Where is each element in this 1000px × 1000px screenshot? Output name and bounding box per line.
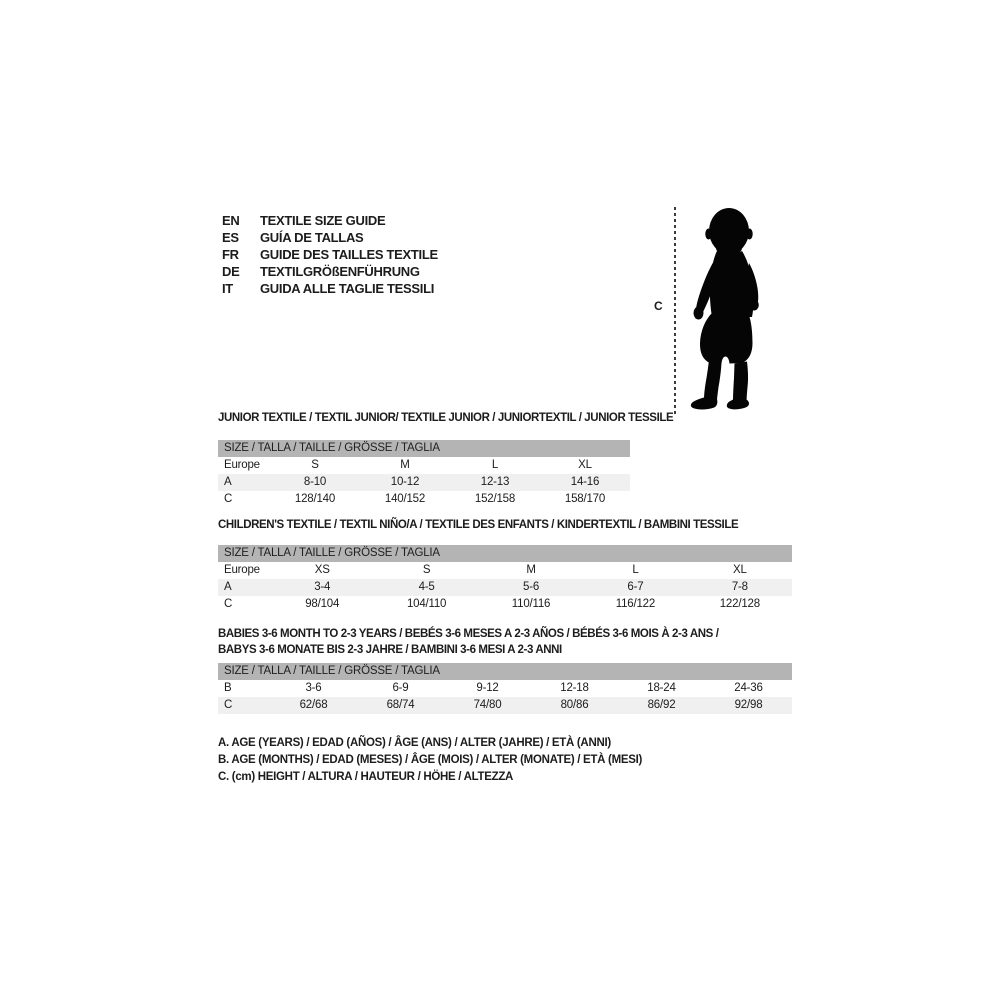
language-list: EN TEXTILE SIZE GUIDE ES GUÍA DE TALLAS … bbox=[222, 212, 438, 297]
size-value: 116/122 bbox=[615, 598, 656, 610]
legend-line-age-months: B. AGE (MONTHS) / EDAD (MESES) / ÂGE (MO… bbox=[218, 754, 643, 766]
language-title: TEXTILGRÖßENFÜHRUNG bbox=[260, 264, 420, 279]
row-label: Europe bbox=[224, 459, 260, 471]
language-code: EN bbox=[222, 213, 240, 228]
size-value: M bbox=[526, 564, 536, 576]
size-value: 98/104 bbox=[305, 598, 340, 610]
childrens-textile-table: CHILDREN'S TEXTILE / TEXTIL NIÑO/A / TEX… bbox=[218, 517, 792, 613]
size-value: 3-6 bbox=[305, 682, 322, 694]
table-title: BABYS 3-6 MONATE BIS 2-3 JAHRE / BAMBINI… bbox=[218, 644, 562, 656]
table-row: C 98/104 104/110 110/116 116/122 122/128 bbox=[218, 596, 792, 613]
toddler-silhouette-icon bbox=[690, 208, 759, 410]
table-row: A 3-4 4-5 5-6 6-7 7-8 bbox=[218, 579, 792, 596]
size-header-bar: SIZE / TALLA / TAILLE / GRÖSSE / TAGLIA bbox=[218, 663, 792, 680]
legend: A. AGE (YEARS) / EDAD (AÑOS) / ÂGE (ANS)… bbox=[218, 735, 642, 786]
language-row: DE TEXTILGRÖßENFÜHRUNG bbox=[222, 263, 438, 280]
size-value: 122/128 bbox=[719, 598, 760, 610]
size-value: 158/170 bbox=[564, 493, 606, 505]
size-value: 92/98 bbox=[734, 699, 763, 711]
language-code: FR bbox=[222, 247, 239, 262]
size-value: XS bbox=[314, 564, 330, 576]
size-value: 104/110 bbox=[406, 598, 447, 610]
size-value: 12-18 bbox=[560, 682, 589, 694]
size-value: 8-10 bbox=[303, 476, 327, 488]
legend-line-age-years: A. AGE (YEARS) / EDAD (AÑOS) / ÂGE (ANS)… bbox=[218, 737, 611, 749]
junior-textile-table: JUNIOR TEXTILE / TEXTIL JUNIOR/ TEXTILE … bbox=[218, 410, 674, 508]
table-row: C 128/140 140/152 152/158 158/170 bbox=[218, 491, 630, 508]
row-label: C bbox=[224, 493, 233, 505]
size-value: 140/152 bbox=[384, 493, 426, 505]
table-title: JUNIOR TEXTILE / TEXTIL JUNIOR/ TEXTILE … bbox=[218, 412, 674, 424]
size-value: 12-13 bbox=[480, 476, 510, 488]
size-value: 80/86 bbox=[560, 699, 589, 711]
size-value: 62/68 bbox=[299, 699, 328, 711]
size-value: 6-9 bbox=[392, 682, 409, 694]
height-figure: C bbox=[650, 203, 780, 418]
language-row: FR GUIDE DES TAILLES TEXTILE bbox=[222, 246, 438, 263]
size-value: 152/158 bbox=[474, 493, 516, 505]
language-row: EN TEXTILE SIZE GUIDE bbox=[222, 212, 438, 229]
table-row: C 62/68 68/74 74/80 80/86 86/92 92/98 bbox=[218, 697, 792, 714]
size-header-bar: SIZE / TALLA / TAILLE / GRÖSSE / TAGLIA bbox=[218, 440, 630, 457]
size-value: 3-4 bbox=[314, 581, 331, 593]
size-value: 24-36 bbox=[734, 682, 763, 694]
language-row: ES GUÍA DE TALLAS bbox=[222, 229, 438, 246]
size-value: 5-6 bbox=[523, 581, 540, 593]
language-title: GUIDE DES TAILLES TEXTILE bbox=[260, 247, 438, 262]
size-value: S bbox=[422, 564, 431, 576]
table-title: BABIES 3-6 MONTH TO 2-3 YEARS / BEBÉS 3-… bbox=[218, 628, 719, 640]
size-value: M bbox=[400, 459, 410, 471]
size-value: 4-5 bbox=[418, 581, 435, 593]
size-value: 18-24 bbox=[647, 682, 676, 694]
size-table: SIZE / TALLA / TAILLE / GRÖSSE / TAGLIA … bbox=[218, 663, 792, 714]
language-title: GUIDA ALLE TAGLIE TESSILI bbox=[260, 281, 435, 296]
size-value: 10-12 bbox=[390, 476, 420, 488]
size-value: 128/140 bbox=[294, 493, 336, 505]
language-title: GUÍA DE TALLAS bbox=[260, 230, 364, 245]
size-value: 86/92 bbox=[647, 699, 676, 711]
size-value: 9-12 bbox=[476, 682, 499, 694]
table-row: Europe XS S M L XL bbox=[218, 562, 792, 579]
language-code: IT bbox=[222, 281, 233, 296]
row-label: C bbox=[224, 598, 233, 610]
size-value: 68/74 bbox=[386, 699, 415, 711]
table-row: Europe S M L XL bbox=[218, 457, 630, 474]
height-dash-line bbox=[674, 207, 676, 414]
size-header-bar: SIZE / TALLA / TAILLE / GRÖSSE / TAGLIA bbox=[218, 545, 792, 562]
size-value: L bbox=[491, 459, 499, 471]
language-row: IT GUIDA ALLE TAGLIE TESSILI bbox=[222, 280, 438, 297]
size-value: 14-16 bbox=[570, 476, 600, 488]
table-title: CHILDREN'S TEXTILE / TEXTIL NIÑO/A / TEX… bbox=[218, 519, 739, 531]
row-label: B bbox=[224, 682, 232, 694]
language-title: TEXTILE SIZE GUIDE bbox=[260, 213, 386, 228]
size-value: 7-8 bbox=[731, 581, 748, 593]
language-code: DE bbox=[222, 264, 240, 279]
size-table: SIZE / TALLA / TAILLE / GRÖSSE / TAGLIA … bbox=[218, 440, 630, 508]
size-value: L bbox=[632, 564, 639, 576]
row-label: A bbox=[224, 581, 232, 593]
row-label: A bbox=[224, 476, 232, 488]
height-marker-label: C bbox=[654, 299, 663, 313]
size-value: S bbox=[311, 459, 319, 471]
language-code: ES bbox=[222, 230, 239, 245]
size-value: XL bbox=[578, 459, 592, 471]
size-value: XL bbox=[732, 564, 747, 576]
row-label: Europe bbox=[224, 564, 260, 576]
table-row: B 3-6 6-9 9-12 12-18 18-24 24-36 bbox=[218, 680, 792, 697]
size-value: 6-7 bbox=[627, 581, 644, 593]
table-row: A 8-10 10-12 12-13 14-16 bbox=[218, 474, 630, 491]
babies-textile-table: BABIES 3-6 MONTH TO 2-3 YEARS / BEBÉS 3-… bbox=[218, 626, 792, 714]
row-label: C bbox=[224, 699, 233, 711]
size-value: 110/116 bbox=[511, 598, 551, 610]
size-table: SIZE / TALLA / TAILLE / GRÖSSE / TAGLIA … bbox=[218, 545, 792, 613]
size-value: 74/80 bbox=[473, 699, 502, 711]
legend-line-height: C. (cm) HEIGHT / ALTURA / HAUTEUR / HÖHE… bbox=[218, 771, 514, 783]
